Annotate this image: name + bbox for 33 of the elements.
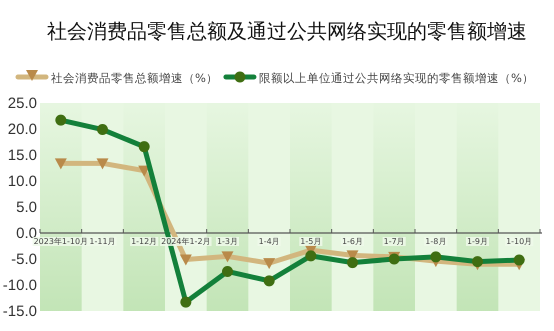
y-tick-label: -10.0 (2, 277, 37, 294)
y-tick-label: -15.0 (2, 303, 37, 320)
legend-label: 社会消费品零售总额增速（%） (51, 71, 218, 85)
point (347, 257, 358, 268)
y-tick-label: 25.0 (8, 95, 37, 112)
x-tick-label: 1-7月 (384, 237, 405, 246)
point (55, 114, 66, 126)
x-tick-label: 2024年1-2月 (161, 237, 211, 246)
x-tick-label: 1-6月 (342, 237, 364, 246)
y-tick-label: 15.0 (8, 147, 37, 164)
point (180, 296, 192, 308)
point (97, 124, 108, 136)
x-tick-label: 1-3月 (216, 237, 238, 246)
point (222, 266, 233, 277)
y-tick-label: 10.0 (8, 173, 37, 190)
point (514, 254, 525, 266)
point (472, 256, 483, 268)
point (305, 250, 316, 262)
x-tick-label: 1-10月 (506, 237, 532, 246)
x-tick-label: 1-12月 (131, 237, 158, 246)
x-tick-label: 1-5月 (300, 237, 322, 246)
y-tick-label: 20.0 (8, 121, 37, 138)
point (138, 141, 150, 152)
point (264, 275, 275, 286)
x-tick-label: 1-11月 (89, 237, 116, 246)
x-tick-label: 1-9月 (466, 237, 488, 246)
y-tick-label: 5.0 (16, 199, 37, 216)
point (430, 251, 442, 262)
y-tick-label: -5.0 (11, 251, 37, 268)
x-tick-label: 1-4月 (258, 237, 280, 246)
x-tick-label: 2023年1-10月 (34, 237, 88, 246)
chart-title: 社会消费品零售总额及通过公共网络实现的零售额增速 (47, 19, 527, 43)
x-tick-label: 1-8月 (425, 237, 446, 246)
